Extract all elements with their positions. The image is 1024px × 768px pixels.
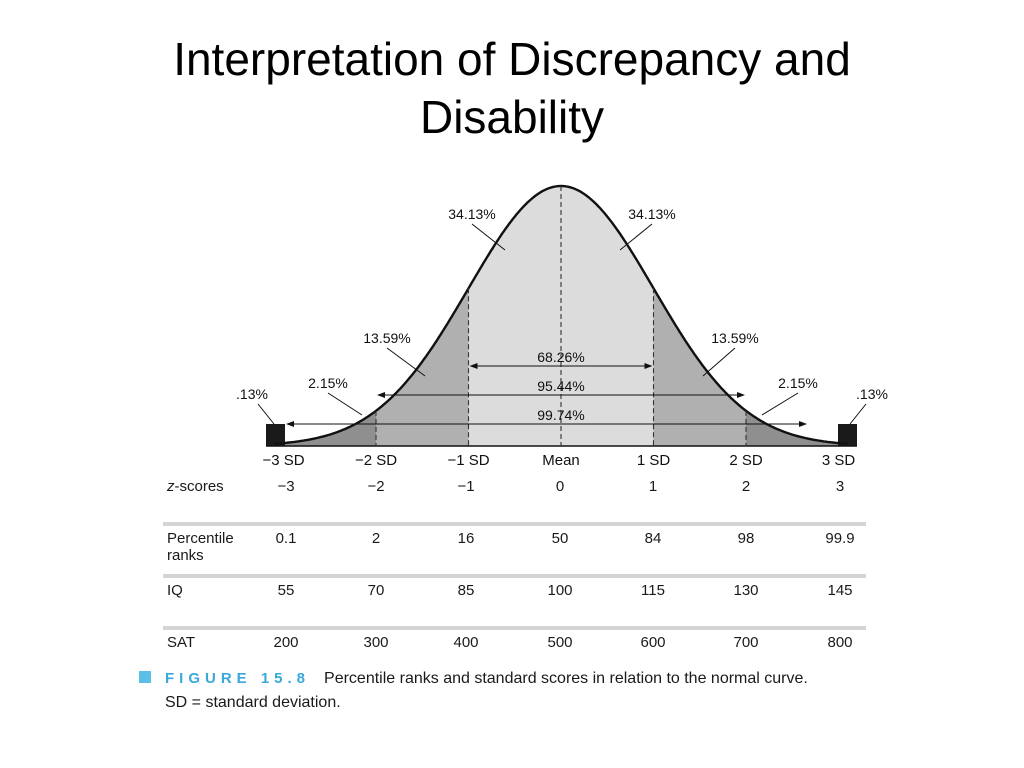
table-cell: 70 [367,582,385,599]
caption-square-icon [139,670,151,683]
sd-axis-label: 3 SD [822,452,856,469]
slide-title-line-1: Interpretation of Discrepancy and [173,33,851,85]
table-cell: −2 [367,478,385,495]
area-label-mid-left: 13.59% [363,330,410,346]
range-label: 95.44% [537,378,584,394]
table-cell: 50 [551,530,569,547]
table-cell: 145 [827,582,853,599]
table-cell: 84 [644,530,662,547]
table-cell: 16 [457,530,475,547]
table-cell: 500 [547,634,573,651]
leader-line-mid-left [386,347,426,377]
curve-region [283,410,376,446]
figure-label: FIGURE 15.8 [165,670,311,687]
tail-block-left [266,424,285,446]
score-table: z-scores −3 −2 −1 0 1 2 3 Percentile rank… [163,474,866,670]
table-cell: 99.9 [825,530,855,547]
area-label-mid-right: 13.59% [711,330,758,346]
table-cell: −3 [277,478,295,495]
sd-axis-label: 1 SD [637,452,671,469]
row-label-sat: SAT [167,634,196,651]
table-cell: 98 [737,530,755,547]
area-label-outer-right: 2.15% [778,375,818,391]
sd-axis-label: −1 SD [447,452,489,469]
table-cell: 85 [457,582,475,599]
table-cell: 600 [640,634,666,651]
leader-line-center-left [471,223,506,251]
leader-line-outer-left [327,392,363,416]
area-label-tail-right: .13% [856,386,888,402]
table-cell: 1 [648,478,658,495]
table-cell: 300 [363,634,389,651]
table-cell: 200 [273,634,299,651]
sd-axis-label: −3 SD [262,452,304,469]
sd-axis-label: 2 SD [729,452,763,469]
leader-line-outer-right [761,392,799,416]
figure-caption: FIGURE 15.8 Percentile ranks and standard… [139,667,808,715]
sd-axis-label: Mean [542,452,580,469]
row-label-iq: IQ [167,582,183,599]
slide-title-line-2: Disability [419,91,605,143]
tail-block-right [838,424,857,446]
leader-line-center-right [619,223,653,251]
table-cell: 3 [835,478,845,495]
table-cell: −1 [457,478,475,495]
area-label-tail-left: .13% [236,386,268,402]
leader-line-tail-left [257,403,275,425]
sd-axis-label: −2 SD [355,452,397,469]
leader-line-tail-right [849,403,867,425]
table-cell: 0.1 [275,530,297,547]
table-cell: 0 [555,478,565,495]
table-cell: 130 [733,582,759,599]
caption-text-line-2: SD = standard deviation. [165,694,341,711]
row-label-percentile-ranks: Percentile ranks [167,530,234,564]
table-row: SAT 200 300 400 500 600 700 800 [163,630,866,670]
table-cell: 55 [277,582,295,599]
table-cell: 100 [547,582,573,599]
table-row: IQ 55 70 85 100 115 130 145 [163,578,866,630]
row-label-z-scores: z-scores [167,478,224,495]
table-cell: 700 [733,634,759,651]
leader-line-mid-right [702,347,736,377]
slide-title: Interpretation of Discrepancy and Disabi… [0,30,1024,146]
range-label: 68.26% [537,349,584,365]
curve-region [746,410,839,446]
table-row: Percentile ranks 0.1 2 16 50 84 98 99.9 [163,526,866,578]
table-cell: 2 [371,530,381,547]
table-row: z-scores −3 −2 −1 0 1 2 3 [163,474,866,526]
table-cell: 115 [641,582,665,599]
table-cell: 2 [741,478,751,495]
area-label-center-right: 34.13% [628,206,675,222]
range-label: 99.74% [537,407,584,423]
area-label-center-left: 34.13% [448,206,495,222]
area-label-outer-left: 2.15% [308,375,348,391]
caption-text-line-1: Percentile ranks and standard scores in … [324,670,808,687]
table-cell: 400 [453,634,479,651]
table-cell: 800 [827,634,853,651]
